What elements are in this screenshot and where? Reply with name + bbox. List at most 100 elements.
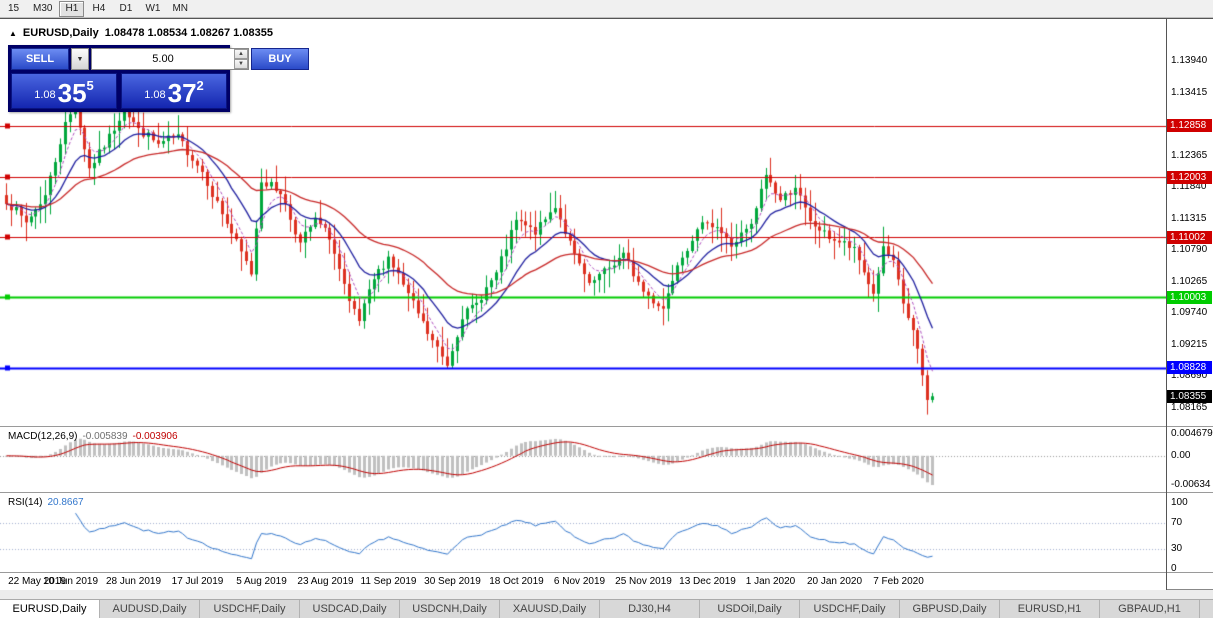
buy-button[interactable]: BUY — [251, 48, 309, 70]
pane-separator[interactable] — [0, 426, 1213, 427]
price-tick-label: 1.09215 — [1171, 338, 1208, 350]
timeframe-button-h1[interactable]: H1 — [59, 0, 85, 17]
spin-down-icon[interactable]: ▼ — [234, 59, 248, 69]
date-label: 11 Sep 2019 — [360, 576, 417, 587]
trade-prices-row: 1.08 35 5 1.08 37 2 — [11, 73, 227, 109]
chart-tab-usdoil-daily[interactable]: USDOil,Daily — [700, 600, 800, 618]
rsi-axis-label: 30 — [1171, 543, 1183, 555]
price-tick-label: 1.10790 — [1171, 244, 1208, 256]
price-tick-label: 1.13940 — [1171, 55, 1208, 67]
sell-button[interactable]: SELL — [11, 48, 69, 70]
date-label: 22 May 2019 — [8, 576, 66, 587]
pane-separator[interactable] — [0, 492, 1213, 493]
chart-tab-usdchf-daily[interactable]: USDCHF,Daily — [200, 600, 300, 618]
spin-up-icon[interactable]: ▲ — [234, 49, 248, 59]
chart-tab-usdcnh-daily[interactable]: USDCNH,Daily — [400, 600, 500, 618]
macd-label: MACD(12,26,9) -0.005839 -0.003906 — [8, 431, 178, 442]
one-click-panel-toggle-icon[interactable]: ▲ — [9, 28, 17, 38]
bid-price-pip: 5 — [86, 78, 94, 93]
chart-tab-eurusd-daily[interactable]: EURUSD,Daily — [0, 600, 100, 618]
ask-price-pip: 2 — [196, 78, 204, 93]
buy-price-button[interactable]: 1.08 37 2 — [121, 73, 227, 109]
rsi-axis-label: 0 — [1171, 563, 1177, 574]
chart-symbol-period: EURUSD,Daily — [22, 27, 99, 39]
timeframe-button-d1[interactable]: D1 — [113, 0, 139, 17]
date-label: 23 Aug 2019 — [297, 576, 354, 587]
hline-price-tag[interactable]: 1.08828 — [1167, 361, 1212, 375]
macd-indicator-canvas[interactable] — [0, 427, 1166, 492]
macd-axis-label: 0.004679 — [1171, 428, 1213, 440]
chart-tab-usdcad-daily[interactable]: USDCAD,Daily — [300, 600, 400, 618]
macd-axis-label: -0.00634 — [1171, 479, 1211, 491]
rsi-axis-label: 100 — [1171, 497, 1188, 508]
chart-tab-eurusd-h1[interactable]: EURUSD,H1 — [1000, 600, 1100, 618]
chart-tab-gbpusd-daily[interactable]: GBPUSD,Daily — [900, 600, 1000, 618]
lot-dropdown-button[interactable]: ▼ — [71, 48, 89, 70]
price-tick-label: 1.08690 — [1171, 370, 1208, 382]
ask-price-big: 37 — [167, 78, 197, 108]
sell-price-button[interactable]: 1.08 35 5 — [11, 73, 117, 109]
date-label: 20 Jan 2020 — [806, 576, 863, 587]
date-label: 13 Dec 2019 — [679, 576, 736, 587]
bid-price-big: 35 — [57, 78, 87, 108]
pane-separator — [0, 572, 1213, 573]
date-label: 30 Sep 2019 — [424, 576, 481, 587]
timeframe-button-mn[interactable]: MN — [167, 0, 194, 17]
volume-stepper: ▲ ▼ — [234, 49, 248, 69]
chart-ohlc-values: 1.08478 1.08534 1.08267 1.08355 — [104, 27, 273, 39]
timeframe-button-15[interactable]: 15 — [1, 0, 26, 17]
date-label: 10 Jun 2019 — [42, 576, 99, 587]
timeframe-button-w1[interactable]: W1 — [140, 0, 166, 17]
price-tick-label: 1.08165 — [1171, 401, 1208, 413]
rsi-value: 20.8667 — [47, 497, 84, 508]
rsi-indicator-canvas[interactable] — [0, 493, 1166, 572]
chart-tab-xauusd-daily[interactable]: XAUUSD,Daily — [500, 600, 600, 618]
date-label: 17 Jul 2019 — [171, 576, 224, 587]
date-label: 28 Jun 2019 — [105, 576, 162, 587]
hline-price-tag[interactable]: 1.10003 — [1167, 290, 1212, 304]
bid-price-prefix: 1.08 — [34, 89, 56, 101]
chart-tab-gbpaud-h1[interactable]: GBPAUD,H1 — [1100, 600, 1200, 618]
price-tick-label: 1.13415 — [1171, 86, 1208, 98]
chart-tabs-bar: EURUSD,Daily AUDUSD,Daily USDCHF,Daily USDC… — [0, 599, 1213, 618]
chart-tab-usdchf-daily[interactable]: USDCHF,Daily — [800, 600, 900, 618]
time-axis[interactable]: 22 May 2019 10 Jun 2019 28 Jun 2019 17 Jul … — [0, 573, 1166, 591]
macd-main-value: -0.005839 — [82, 431, 128, 442]
volume-field: ▲ ▼ — [91, 48, 249, 70]
ask-price-prefix: 1.08 — [144, 89, 166, 101]
hline-price-tag[interactable]: 1.12858 — [1167, 119, 1212, 133]
price-tick-label: 1.09740 — [1171, 307, 1208, 319]
timeframe-button-m30[interactable]: M30 — [28, 0, 58, 17]
date-label: 1 Jan 2020 — [745, 576, 796, 587]
rsi-axis-label: 70 — [1171, 516, 1183, 528]
timeframe-toolbar: 15 M30 H1 H4 D1 W1 MN — [0, 0, 1213, 18]
timeframe-button-h4[interactable]: H4 — [86, 0, 112, 17]
macd-axis-label: 0.00 — [1171, 449, 1191, 461]
date-label: 18 Oct 2019 — [489, 576, 544, 587]
chart-tab-dj30-h4[interactable]: DJ30,H4 — [600, 600, 700, 618]
volume-input[interactable] — [92, 49, 234, 69]
bottom-strip — [0, 590, 1213, 599]
chevron-down-icon: ▼ — [76, 55, 84, 63]
price-tick-label: 1.11840 — [1171, 181, 1207, 193]
date-label: 25 Nov 2019 — [615, 576, 672, 587]
hline-price-tag[interactable]: 1.12003 — [1167, 170, 1212, 184]
hline-price-tag[interactable]: 1.11002 — [1167, 230, 1212, 244]
price-tick-label: 1.10265 — [1171, 275, 1208, 287]
macd-name: MACD(12,26,9) — [8, 431, 78, 442]
chart-window: ▲ EURUSD,Daily 1.08478 1.08534 1.08267 1… — [0, 18, 1213, 591]
macd-signal-value: -0.003906 — [132, 431, 178, 442]
chart-tab-audusd-daily[interactable]: AUDUSD,Daily — [100, 600, 200, 618]
price-axis-border — [1166, 19, 1167, 591]
rsi-label: RSI(14) 20.8667 — [8, 497, 84, 508]
date-label: 7 Feb 2020 — [873, 576, 924, 587]
date-label: 6 Nov 2019 — [553, 576, 606, 587]
rsi-name: RSI(14) — [8, 497, 43, 508]
date-label: 5 Aug 2019 — [236, 576, 287, 587]
price-tick-label: 1.11315 — [1171, 212, 1207, 224]
current-price-tag: 1.08355 — [1167, 389, 1212, 403]
chart-title: ▲ EURUSD,Daily 1.08478 1.08534 1.08267 1… — [9, 27, 273, 39]
one-click-trading-panel: SELL ▼ ▲ ▼ BUY 1.08 35 5 — [8, 45, 309, 112]
price-tick-label: 1.12365 — [1171, 149, 1208, 161]
